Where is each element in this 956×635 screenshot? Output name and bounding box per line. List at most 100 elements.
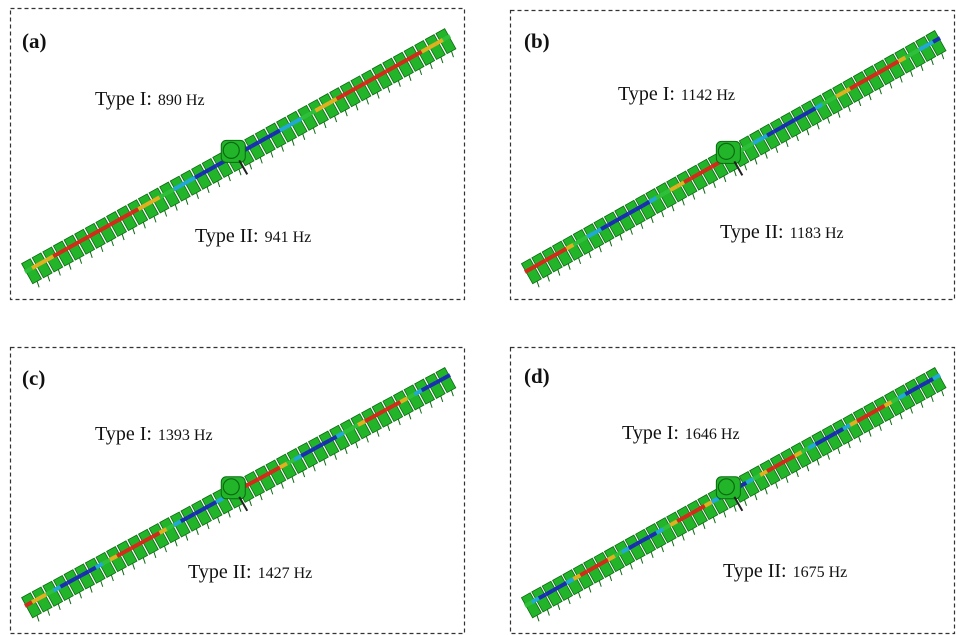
track-model [22, 29, 456, 288]
sleeper-leg [122, 234, 124, 240]
sleeper-leg [693, 194, 695, 200]
sleeper-leg [313, 465, 315, 471]
sleeper-leg [610, 575, 612, 581]
sleeper-leg [228, 511, 230, 517]
sleeper-leg [409, 75, 411, 81]
sleeper-leg [558, 270, 560, 276]
sleeper-leg [398, 419, 400, 425]
track-model [521, 31, 946, 288]
sleeper-leg [776, 483, 778, 489]
motor [716, 477, 740, 499]
sleeper-leg [345, 110, 347, 116]
sleeper-leg [558, 604, 560, 610]
sleeper-leg [271, 151, 273, 157]
mode-name: Type II: [723, 560, 787, 582]
sleeper-leg [324, 122, 326, 128]
sleeper-leg [672, 540, 674, 546]
sleeper-leg [111, 575, 113, 581]
sleeper-leg [366, 436, 368, 442]
sleeper-leg [672, 205, 674, 211]
sleeper-leg [713, 517, 715, 523]
mode-name: Type I: [95, 88, 152, 110]
sleeper-leg [879, 88, 881, 94]
sleeper-leg [599, 581, 601, 587]
sleeper-leg [745, 164, 747, 170]
panel: (b)Type I:1142 HzType II:1183 Hz [511, 11, 955, 300]
sleeper-leg [79, 592, 81, 598]
sleeper-leg [890, 82, 892, 88]
sleeper-leg [281, 146, 283, 152]
sleeper-leg [828, 117, 830, 123]
sleeper-leg [207, 523, 209, 529]
sleeper-leg [451, 390, 453, 396]
mode-text: Type II:1183 Hz [720, 221, 844, 243]
sleeper-leg [366, 98, 368, 104]
sleeper-leg [356, 104, 358, 110]
sleeper-leg [388, 87, 390, 93]
sleeper-leg [651, 217, 653, 223]
sleeper-leg [703, 188, 705, 194]
motor [221, 140, 245, 162]
track-model [22, 368, 456, 622]
sleeper-leg [165, 210, 167, 216]
sleeper-leg [869, 94, 871, 100]
sleeper-leg [90, 252, 92, 258]
mode-frequency: 890 Hz [158, 92, 205, 109]
sleeper-leg [80, 258, 82, 264]
sleeper-leg [218, 517, 220, 523]
sleeper-leg [578, 592, 580, 598]
sleeper-leg [620, 234, 622, 240]
sleeper-leg [228, 175, 230, 181]
sleeper-leg [734, 506, 736, 512]
sleeper-leg [610, 240, 612, 246]
sleeper-leg [879, 425, 881, 431]
mode-name: Type II: [188, 561, 252, 583]
sleeper-leg [377, 431, 379, 437]
sleeper-leg [292, 477, 294, 483]
sleeper-leg [334, 454, 336, 460]
sleeper-leg [651, 552, 653, 558]
sleeper-leg [196, 193, 198, 199]
sleeper-leg [441, 57, 443, 63]
mode-text: Type II: 1675 Hz [723, 560, 847, 582]
mode-text: Type II:1427 Hz [188, 561, 312, 583]
sleeper-leg [537, 615, 539, 621]
sleeper-leg [69, 264, 71, 270]
sleeper-leg [111, 240, 113, 246]
sleeper-leg [942, 53, 944, 59]
mode-frequency: 1675 Hz [793, 564, 848, 581]
panel-label: (b) [524, 29, 550, 53]
sleeper-leg [734, 170, 736, 176]
sleeper-leg [869, 431, 871, 437]
sleeper-leg [589, 586, 591, 592]
sleeper-leg [281, 483, 283, 489]
panel-label: (d) [524, 364, 550, 388]
sleeper-leg [388, 425, 390, 431]
sleeper-leg [419, 408, 421, 414]
sleeper-leg [630, 229, 632, 235]
sleeper-leg [186, 535, 188, 541]
mode-text: Type I:1393 Hz [95, 423, 213, 445]
sleeper-leg [641, 558, 643, 564]
sleeper-leg [890, 419, 892, 425]
sleeper-leg [848, 442, 850, 448]
sleeper-leg [451, 51, 453, 57]
mode-name: Type I: [95, 423, 152, 445]
track-model [521, 368, 946, 622]
sleeper-leg [568, 598, 570, 604]
sleeper-leg [630, 563, 632, 569]
sleeper-leg [164, 546, 166, 552]
sleeper-leg [817, 123, 819, 129]
sleeper-leg [37, 615, 39, 621]
sleeper-leg [441, 396, 443, 402]
sleeper-leg [90, 587, 92, 593]
sleeper-leg [271, 488, 273, 494]
sleeper-leg [900, 413, 902, 419]
sleeper-leg [260, 494, 262, 500]
sleeper-leg [620, 569, 622, 575]
sleeper-leg [796, 135, 798, 141]
sleeper-leg [921, 65, 923, 71]
sleeper-leg [931, 59, 933, 65]
sleeper-leg [744, 500, 746, 506]
sleeper-leg [345, 448, 347, 454]
